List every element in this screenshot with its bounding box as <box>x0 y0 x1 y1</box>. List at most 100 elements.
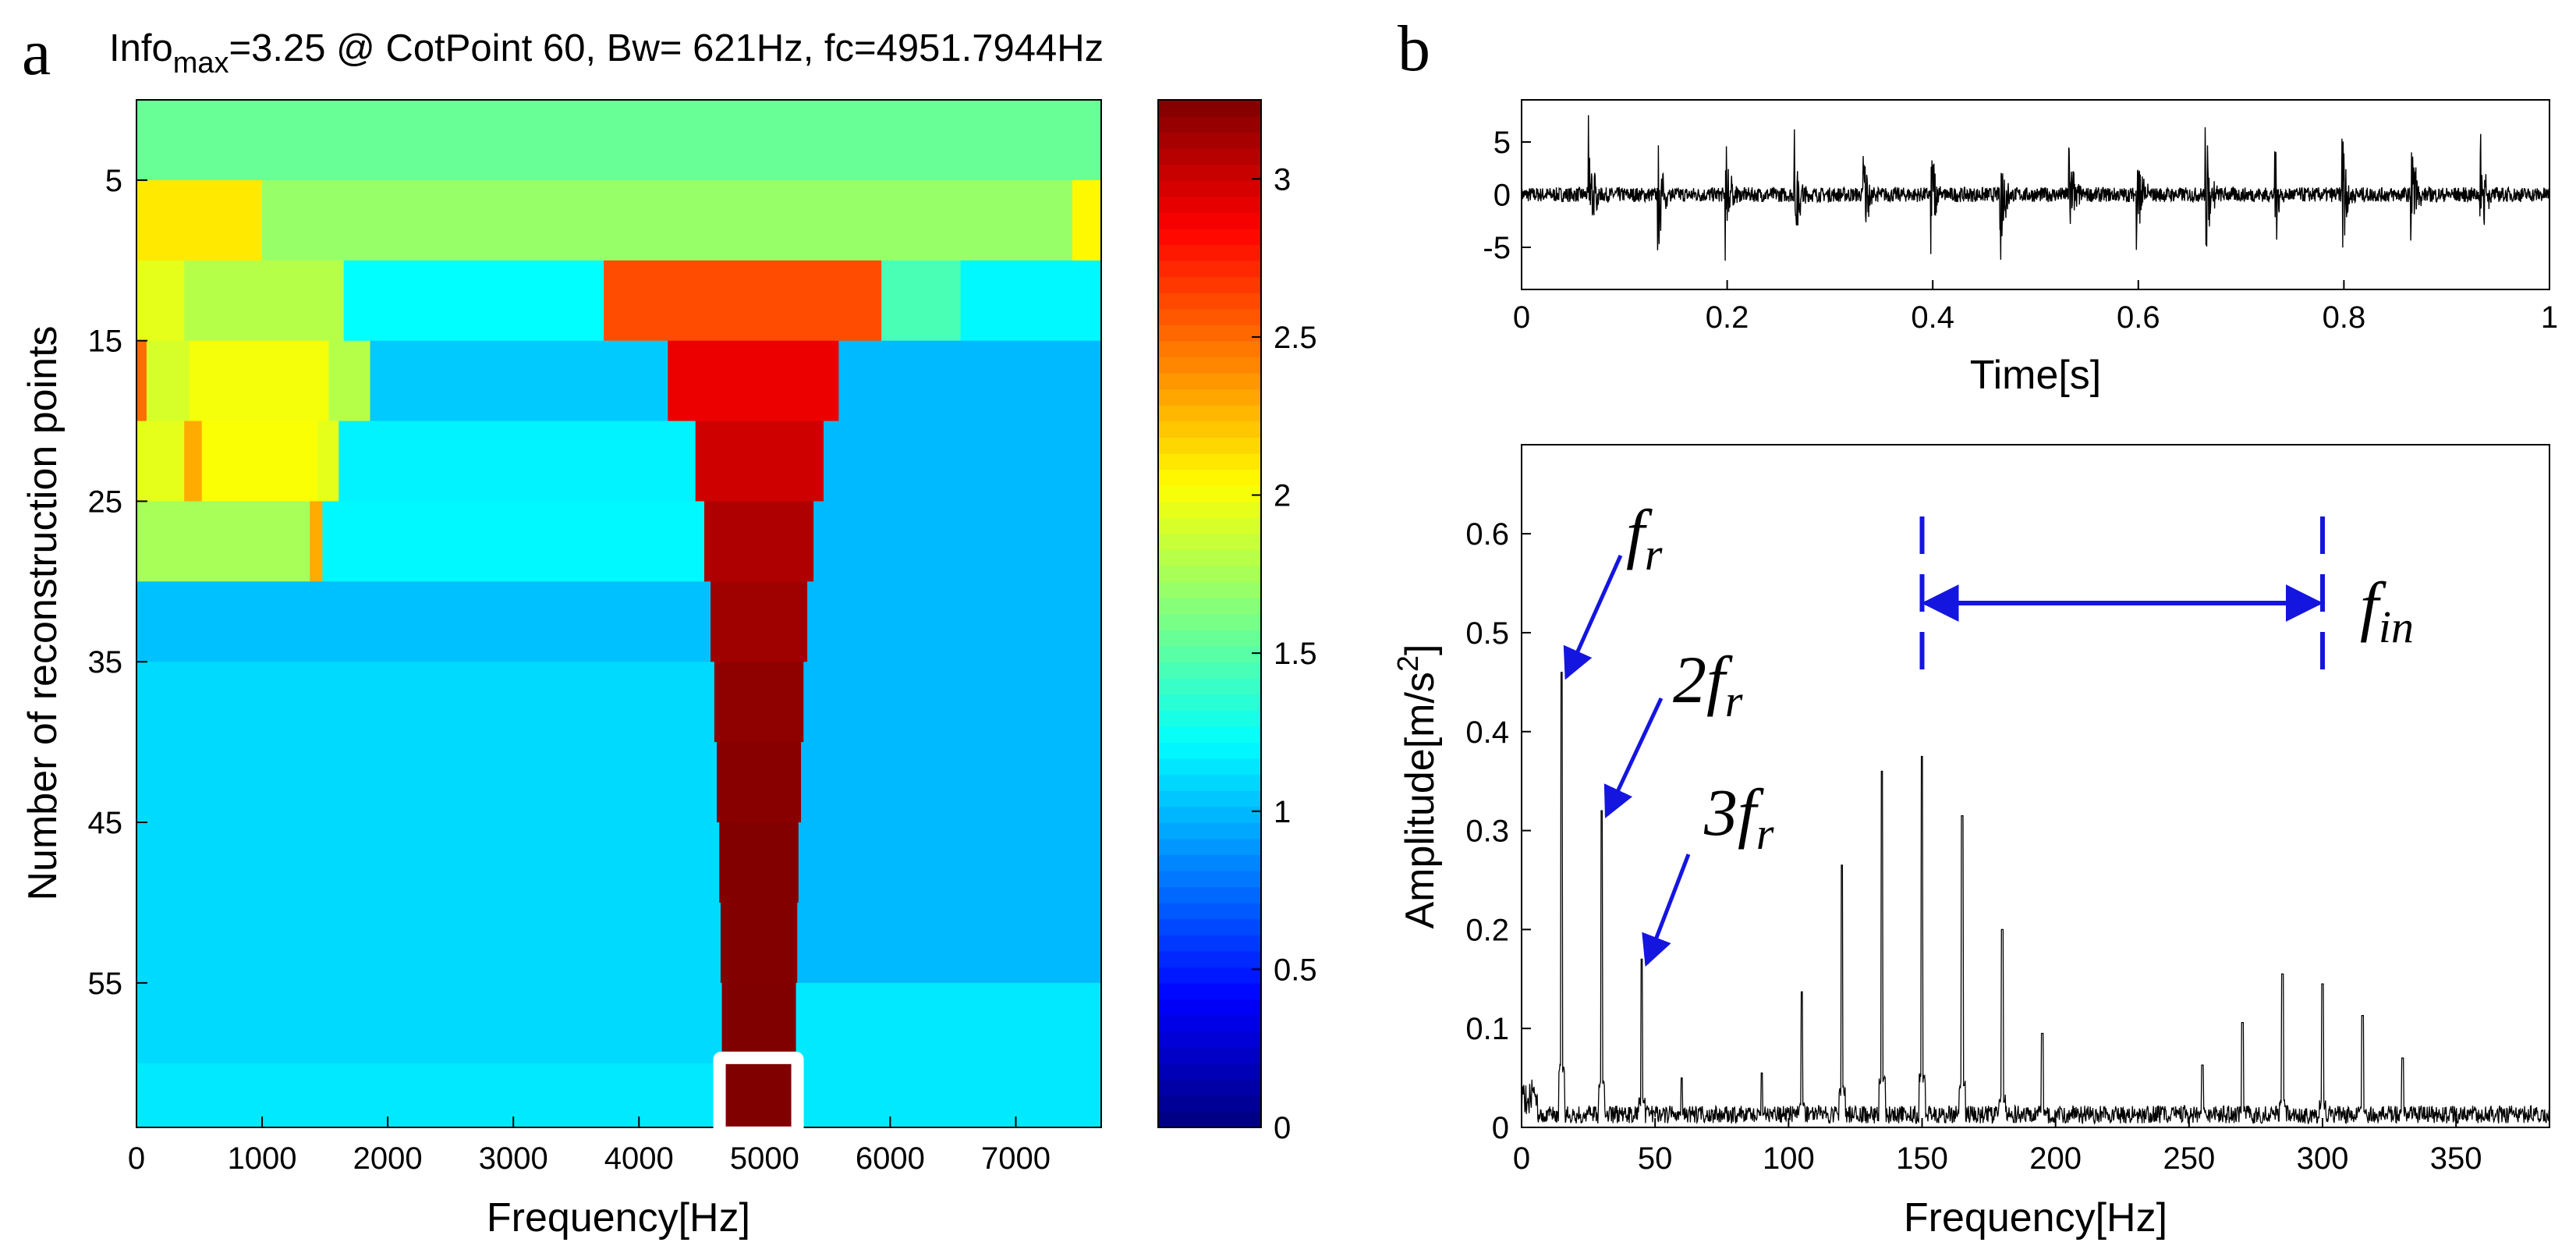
colorbar-segment <box>1158 179 1261 197</box>
heatmap-cell-7-2 <box>803 662 1102 743</box>
heatmap-cell-8-0 <box>136 742 718 823</box>
harmonic-arrow-3 <box>1642 854 1691 967</box>
colorbar-segment <box>1158 982 1261 1000</box>
colorbar-segment <box>1158 533 1261 550</box>
heatmap-cell-4-0 <box>136 421 185 502</box>
spectrum-ylabel: Amplitude[m/s2] <box>1392 644 1443 928</box>
colorbar-segment <box>1158 694 1261 711</box>
heatmap-cell-8-1 <box>717 742 802 823</box>
colorbar-segment <box>1158 115 1261 133</box>
kurtogram-ytick-label: 15 <box>88 325 123 359</box>
heatmap-cell-1-0 <box>136 179 263 261</box>
colorbar-segment <box>1158 228 1261 246</box>
heatmap-cell-3-3 <box>328 340 371 422</box>
colorbar-segment <box>1158 790 1261 808</box>
heatmap-cell-4-4 <box>338 421 696 502</box>
colorbar-segment <box>1158 822 1261 839</box>
colorbar-segment <box>1158 292 1261 310</box>
kurtogram-xtick-label: 3000 <box>479 1141 548 1176</box>
colorbar-segment <box>1158 469 1261 486</box>
colorbar-segment <box>1158 357 1261 374</box>
kurtogram-ylabel: Number of reconstruction points <box>20 325 66 900</box>
colorbar-segment <box>1158 100 1261 117</box>
spectrum-ytick-label: 0.5 <box>1465 616 1509 651</box>
harmonic-label-3: 3fr <box>1703 775 1774 859</box>
colorbar-tick-label: 0 <box>1274 1111 1291 1145</box>
kurtogram-xtick-label: 7000 <box>981 1141 1051 1176</box>
colorbar-tick-label: 1.5 <box>1274 637 1317 671</box>
colorbar-segment <box>1158 549 1261 566</box>
colorbar-segment <box>1158 1063 1261 1081</box>
colorbar-segment <box>1158 1014 1261 1032</box>
colorbar-segment <box>1158 517 1261 534</box>
spectrum-ytick-label: 0.4 <box>1465 715 1509 750</box>
spectrum-xtick-label: 300 <box>2297 1141 2349 1176</box>
heatmap-cell-0-0 <box>136 100 1102 181</box>
heatmap-cell-3-4 <box>370 340 668 422</box>
kurtogram-axes-box <box>136 99 1102 1128</box>
colorbar-tick-label: 2.5 <box>1274 321 1317 355</box>
spectrum-line <box>1521 672 2550 1125</box>
heatmap-cell-9-0 <box>136 822 720 903</box>
colorbar-segment <box>1158 1047 1261 1064</box>
heatmap-cell-4-5 <box>695 421 824 502</box>
time-signal-xlabel: Time[s] <box>1970 353 2102 398</box>
heatmap-cell-9-1 <box>719 822 799 903</box>
heatmap-cell-5-3 <box>704 501 814 582</box>
kurtogram-ytick-label: 25 <box>88 485 123 519</box>
kurtogram-xtick-label: 5000 <box>730 1141 799 1176</box>
heatmap-cell-9-2 <box>798 822 1102 903</box>
colorbar-segment <box>1158 918 1261 935</box>
max-info-marker <box>713 1051 804 1139</box>
heatmap-cell-3-0 <box>136 340 147 422</box>
heatmap-cell-3-1 <box>146 340 190 422</box>
colorbar-segment <box>1158 999 1261 1016</box>
spectrum-ytick-label: 0.6 <box>1465 517 1509 552</box>
heatmap-cell-2-5 <box>960 260 1102 342</box>
colorbar-segment <box>1158 501 1261 518</box>
colorbar-segment <box>1158 1079 1261 1096</box>
colorbar-segment <box>1158 1095 1261 1113</box>
harmonic-label-2: 2fr <box>1673 642 1743 726</box>
heatmap-cell-4-1 <box>184 421 203 502</box>
kurtogram-xtick-label: 1000 <box>228 1141 297 1176</box>
heatmap-cell-6-0 <box>136 581 711 662</box>
heatmap-cell-12-0 <box>136 1063 1102 1128</box>
colorbar-segment <box>1158 485 1261 502</box>
kurtogram-x-ticks: 0 1000 2000 3000 4000 5000 6000 7000 <box>128 1116 1051 1176</box>
colorbar-segment <box>1158 935 1261 952</box>
time-xtick-label: 0.6 <box>2117 300 2160 335</box>
spectrum-ticks: 0 50 100 150 200 250 300 350 0 0.1 0.2 0.3 0.4 0.5 0.6 <box>1465 517 2482 1176</box>
colorbar-segment <box>1158 645 1261 663</box>
spectrum-xtick-label: 150 <box>1896 1141 1948 1176</box>
colorbar-segment <box>1158 726 1261 743</box>
heatmap-cell-3-2 <box>189 340 330 422</box>
kurtogram-xlabel: Frequency[Hz] <box>487 1195 750 1241</box>
heatmap-cell-1-1 <box>262 179 1073 261</box>
heatmap-cell-3-6 <box>838 340 1102 422</box>
colorbar-segment <box>1158 597 1261 615</box>
heatmap-cell-4-2 <box>201 421 318 502</box>
heatmap-cell-2-1 <box>184 260 345 342</box>
colorbar-segment <box>1158 662 1261 679</box>
spectrum-xtick-label: 0 <box>1513 1141 1530 1176</box>
kurtogram-ytick-label: 45 <box>88 806 123 840</box>
colorbar-segment <box>1158 147 1261 165</box>
colorbar-segment <box>1158 1111 1261 1128</box>
time-xtick-label: 0.2 <box>1706 300 1749 335</box>
colorbar-segment <box>1158 276 1261 293</box>
colorbar-segment <box>1158 902 1261 920</box>
colorbar-segment <box>1158 742 1261 759</box>
heatmap-cell-2-3 <box>604 260 882 342</box>
kurtogram-xtick-label: 6000 <box>856 1141 925 1176</box>
time-xtick-label: 0 <box>1513 300 1530 335</box>
spectrum-xtick-label: 200 <box>2029 1141 2082 1176</box>
spectrum-xtick-label: 100 <box>1763 1141 1815 1176</box>
spectrum-ytick-label: 0.2 <box>1465 913 1509 947</box>
colorbar-tick-label: 0.5 <box>1274 953 1317 987</box>
heatmap-cell-3-5 <box>668 340 839 422</box>
colorbar-segment <box>1158 404 1261 422</box>
colorbar-frame <box>1157 99 1262 1128</box>
